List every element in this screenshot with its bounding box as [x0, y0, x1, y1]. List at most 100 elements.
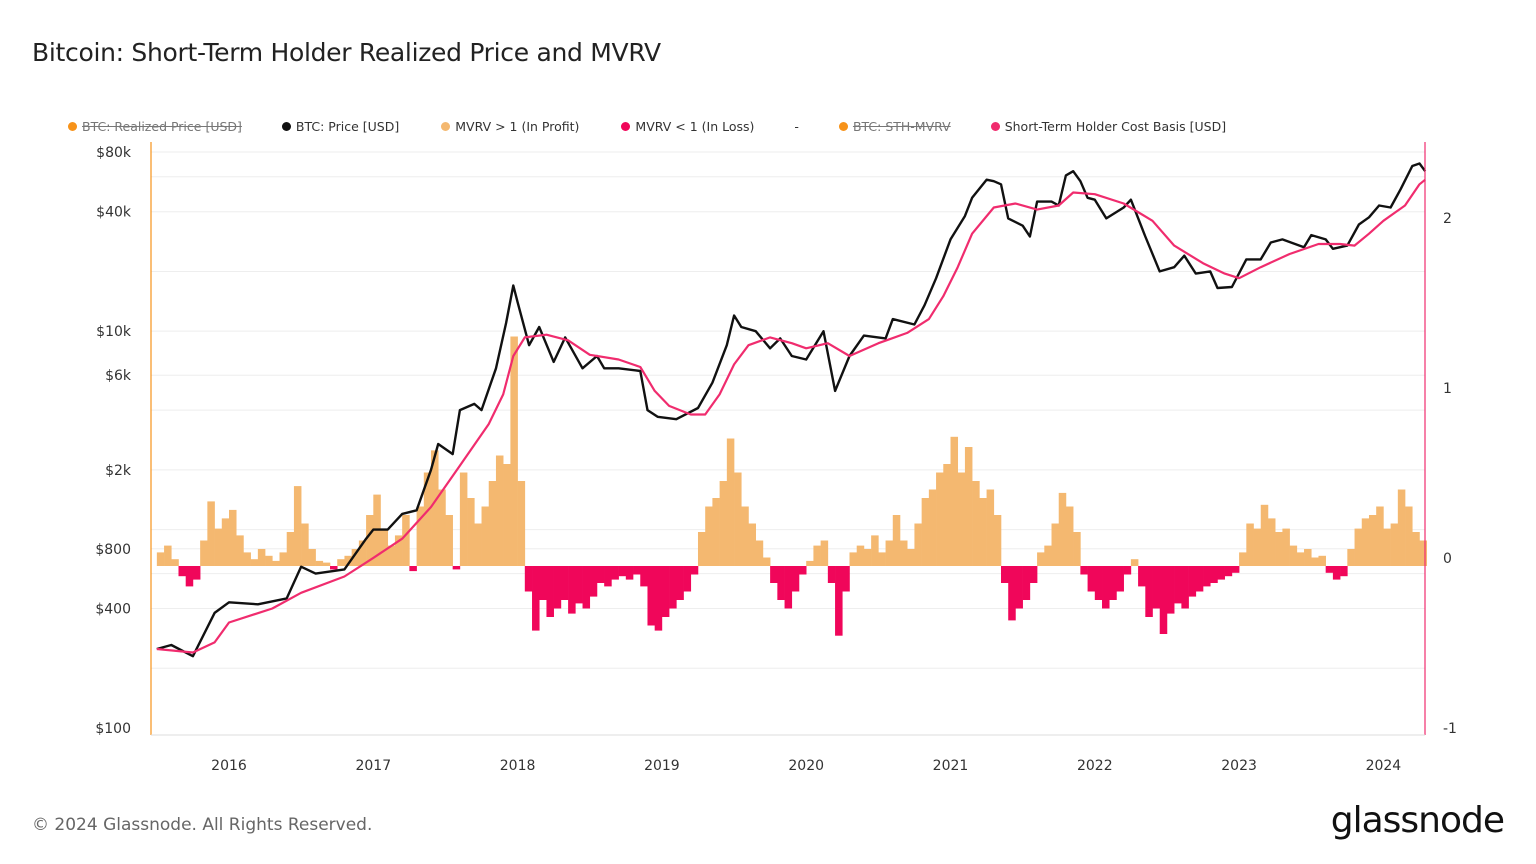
legend-item[interactable]: MVRV < 1 (In Loss): [621, 119, 754, 134]
copyright: © 2024 Glassnode. All Rights Reserved.: [32, 815, 373, 835]
mvrv-profit-bar: [755, 540, 764, 566]
mvrv-profit-bar: [1405, 506, 1413, 566]
mvrv-loss-bar: [524, 566, 533, 592]
mvrv-profit-bar: [1390, 523, 1399, 566]
mvrv-profit-bar: [1037, 552, 1045, 566]
mvrv-profit-bar: [214, 528, 223, 566]
mvrv-loss-bar: [690, 566, 699, 575]
mvrv-loss-bar: [409, 566, 417, 572]
mvrv-profit-bar: [445, 515, 453, 566]
mvrv-loss-bar: [669, 566, 677, 609]
mvrv-profit-bar: [892, 515, 901, 566]
mvrv-loss-bar: [178, 566, 187, 577]
mvrv-profit-bar: [1051, 523, 1060, 566]
mvrv-profit-bar: [1347, 549, 1355, 566]
mvrv-profit-bar: [301, 523, 309, 566]
mvrv-profit-bar: [899, 540, 908, 566]
mvrv-profit-bar: [1397, 489, 1406, 566]
mvrv-profit-bar: [914, 523, 922, 566]
mvrv-loss-bar: [560, 566, 569, 600]
y-left-tick-label: $80k: [96, 145, 132, 161]
mvrv-profit-bar: [964, 447, 973, 566]
mvrv-profit-bar: [1246, 523, 1254, 566]
x-tick-label: 2016: [211, 758, 247, 774]
y-left-tick-label: $10k: [96, 324, 132, 340]
mvrv-profit-bar: [1260, 504, 1269, 566]
mvrv-profit-bar: [1419, 540, 1427, 566]
mvrv-profit-bar: [467, 498, 475, 566]
mvrv-profit-bar: [387, 545, 396, 566]
legend-item[interactable]: Short-Term Holder Cost Basis [USD]: [990, 119, 1226, 134]
mvrv-loss-bar: [1123, 566, 1132, 575]
mvrv-profit-bar: [1239, 552, 1247, 566]
mvrv-loss-bar: [596, 566, 605, 583]
mvrv-profit-bar: [272, 560, 280, 566]
x-tick-label: 2018: [500, 758, 536, 774]
mvrv-loss-bar: [770, 566, 778, 583]
mvrv-profit-bar: [488, 481, 497, 566]
mvrv-loss-bar: [185, 566, 194, 587]
mvrv-profit-bar: [510, 336, 518, 566]
y-left-tick-label: $100: [95, 721, 131, 737]
legend-item[interactable]: MVRV > 1 (In Profit): [441, 119, 579, 134]
mvrv-profit-bar: [1058, 492, 1067, 566]
mvrv-profit-bar: [1361, 518, 1370, 566]
mvrv-profit-bar: [1130, 559, 1139, 566]
legend-marker-icon: [441, 122, 451, 131]
mvrv-profit-bar: [726, 438, 735, 566]
mvrv-profit-bar: [236, 535, 244, 566]
mvrv-profit-bar: [1073, 532, 1081, 566]
mvrv-loss-bar: [1340, 566, 1348, 577]
mvrv-loss-bar: [1210, 566, 1218, 583]
mvrv-profit-bar: [1383, 528, 1391, 566]
mvrv-loss-bar: [1094, 566, 1103, 600]
mvrv-loss-bar: [1203, 566, 1211, 587]
y-left-tick-label: $800: [95, 542, 131, 558]
mvrv-loss-bar: [647, 566, 655, 626]
y-right-tick-label: -1: [1443, 721, 1457, 737]
y-right-tick-label: 1: [1443, 381, 1452, 397]
legend-item[interactable]: BTC: Realized Price [USD]: [68, 119, 242, 134]
mvrv-profit-bar: [1318, 555, 1326, 566]
legend-item[interactable]: -: [794, 119, 799, 134]
legend-marker-icon: [621, 122, 631, 131]
legend-item[interactable]: BTC: STH-MVRV: [838, 119, 951, 134]
mvrv-loss-bar: [654, 566, 663, 631]
mvrv-loss-bar: [640, 566, 648, 587]
mvrv-profit-bar: [849, 552, 858, 566]
mvrv-profit-bar: [221, 518, 230, 566]
mvrv-loss-bar: [784, 566, 793, 609]
mvrv-loss-bar: [1217, 566, 1225, 580]
mvrv-profit-bar: [495, 455, 504, 566]
mvrv-profit-bar: [806, 560, 814, 566]
legend-label: MVRV > 1 (In Profit): [455, 119, 580, 134]
mvrv-profit-bar: [943, 464, 951, 566]
mvrv-loss-bar: [1195, 566, 1204, 592]
mvrv-loss-bar: [633, 566, 641, 575]
mvrv-profit-bar: [1275, 532, 1283, 566]
mvrv-profit-bar: [1376, 506, 1384, 566]
mvrv-profit-bar: [517, 481, 526, 566]
mvrv-loss-bar: [1332, 566, 1341, 580]
mvrv-loss-bar: [835, 566, 843, 636]
mvrv-profit-bar: [734, 472, 742, 566]
x-tick-label: 2021: [933, 758, 969, 774]
mvrv-profit-bar: [243, 552, 251, 566]
mvrv-loss-bar: [1022, 566, 1031, 600]
mvrv-profit-bar: [705, 506, 713, 566]
mvrv-loss-bar: [1325, 566, 1334, 573]
y-right-tick-label: 2: [1443, 211, 1452, 227]
glassnode-logo: glassnode: [1330, 800, 1505, 841]
mvrv-profit-bar: [921, 498, 930, 566]
mvrv-loss-bar: [553, 566, 562, 609]
mvrv-profit-bar: [1289, 545, 1298, 566]
legend-label: BTC: Realized Price [USD]: [82, 119, 242, 134]
mvrv-profit-bar: [474, 523, 482, 566]
mvrv-profit-bar: [293, 486, 302, 566]
mvrv-profit-bar: [380, 528, 389, 566]
mvrv-profit-bar: [1044, 545, 1052, 566]
mvrv-profit-bar: [351, 549, 360, 566]
legend-item[interactable]: BTC: Price [USD]: [281, 119, 399, 134]
x-tick-label: 2023: [1221, 758, 1257, 774]
